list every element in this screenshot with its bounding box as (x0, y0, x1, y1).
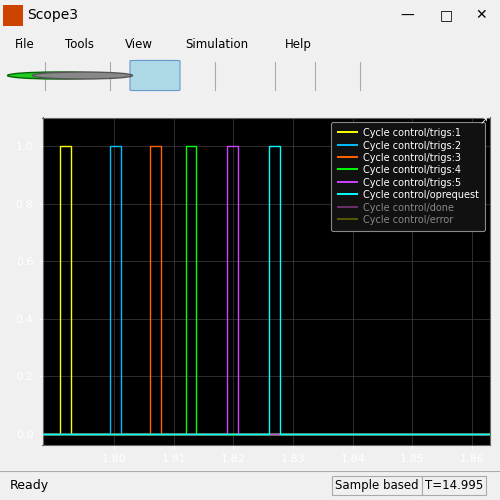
Text: —: — (400, 8, 414, 22)
FancyBboxPatch shape (130, 60, 180, 90)
Text: Help: Help (285, 38, 312, 51)
Text: File: File (15, 38, 35, 51)
Text: □: □ (440, 8, 453, 22)
Legend: Cycle control/trigs:1, Cycle control/trigs:2, Cycle control/trigs:3, Cycle contr: Cycle control/trigs:1, Cycle control/tri… (331, 122, 485, 231)
Text: T=14.995: T=14.995 (425, 479, 483, 492)
Circle shape (8, 72, 108, 79)
Text: Scope3: Scope3 (28, 8, 78, 22)
Text: Ready: Ready (10, 479, 49, 492)
Text: Simulation: Simulation (185, 38, 248, 51)
Text: Sample based: Sample based (335, 479, 418, 492)
Text: View: View (125, 38, 153, 51)
Bar (2, 4, 22, 26)
Text: ✕: ✕ (475, 8, 486, 22)
Text: ↗: ↗ (480, 116, 488, 126)
Text: Tools: Tools (65, 38, 94, 51)
Circle shape (32, 72, 132, 79)
